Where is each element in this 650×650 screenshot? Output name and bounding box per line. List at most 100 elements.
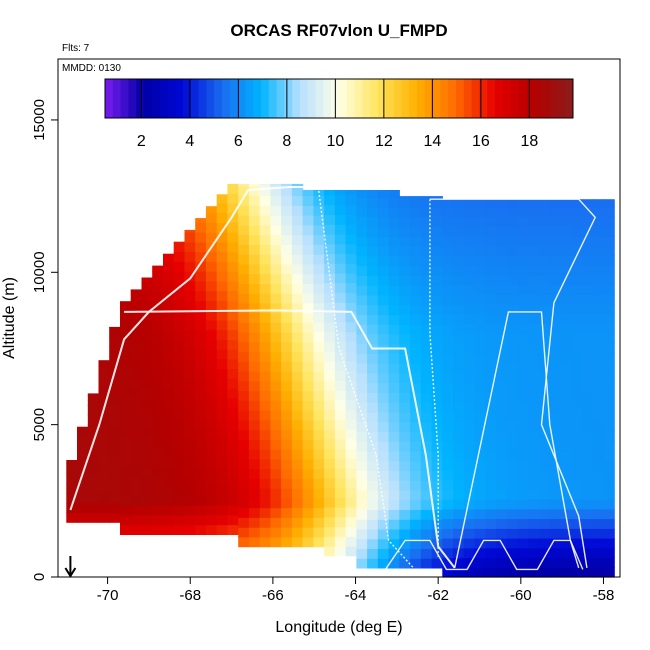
heatmap-cell xyxy=(485,226,497,237)
heatmap-cell xyxy=(173,261,185,272)
heatmap-cell xyxy=(517,450,529,461)
heatmap-cell xyxy=(442,284,454,295)
heatmap-cell xyxy=(98,502,110,514)
heatmap-cell xyxy=(281,439,293,450)
heatmap-cell xyxy=(205,466,218,477)
heatmap-cell xyxy=(592,528,604,539)
heatmap-cell xyxy=(302,332,314,343)
heatmap-cell xyxy=(141,446,153,457)
heatmap-cell xyxy=(216,524,228,535)
heatmap-cell xyxy=(377,265,390,276)
heatmap-cell xyxy=(485,538,497,549)
colorbar-segment xyxy=(206,79,215,118)
heatmap-cell xyxy=(291,361,304,372)
heatmap-cell xyxy=(463,499,476,510)
heatmap-cell xyxy=(302,468,314,479)
heatmap-cell xyxy=(485,450,497,461)
heatmap-cell xyxy=(528,255,540,266)
heatmap-cell xyxy=(453,216,465,227)
heatmap-cell xyxy=(560,401,572,412)
heatmap-cell xyxy=(399,353,411,364)
heatmap-cell xyxy=(281,380,293,392)
heatmap-cell xyxy=(539,323,551,334)
heatmap-cell xyxy=(506,430,519,442)
heatmap-cell xyxy=(453,274,465,286)
colorbar-segment xyxy=(128,79,137,118)
heatmap-cell xyxy=(367,538,379,549)
heatmap-cell xyxy=(474,323,486,334)
heatmap-cell xyxy=(270,458,282,470)
heatmap-cell xyxy=(205,358,218,370)
heatmap-cell xyxy=(571,538,583,549)
heatmap-cell xyxy=(474,489,486,500)
heatmap-cell xyxy=(399,246,411,257)
heatmap-cell xyxy=(410,372,422,384)
heatmap-cell xyxy=(238,273,250,284)
heatmap-cell xyxy=(281,371,293,382)
heatmap-cell xyxy=(442,199,454,208)
heatmap-cell xyxy=(474,450,486,461)
heatmap-cell xyxy=(453,255,465,266)
heatmap-cell xyxy=(388,538,400,549)
heatmap-cell xyxy=(582,528,594,539)
heatmap-cell xyxy=(195,388,207,399)
heatmap-cell xyxy=(603,460,615,471)
heatmap-cell xyxy=(496,206,508,217)
heatmap-cell xyxy=(109,424,121,435)
heatmap-cell xyxy=(549,440,562,451)
heatmap-cell xyxy=(98,463,110,474)
heatmap-cell xyxy=(560,216,572,227)
heatmap-cell xyxy=(582,489,594,500)
heatmap-cell xyxy=(549,226,562,237)
heatmap-cell xyxy=(302,429,314,440)
heatmap-cell xyxy=(539,538,551,549)
heatmap-cell xyxy=(356,470,368,481)
heatmap-cell xyxy=(603,421,615,432)
heatmap-cell xyxy=(334,458,347,469)
y-tick-label: 10000 xyxy=(31,251,48,293)
heatmap-cell xyxy=(517,294,529,305)
colorbar-tick-label: 18 xyxy=(520,133,538,150)
heatmap-cell xyxy=(410,255,422,267)
heatmap-cell xyxy=(571,567,583,578)
heatmap-cell xyxy=(259,536,271,548)
heatmap-cell xyxy=(496,199,508,208)
heatmap-cell xyxy=(205,427,218,438)
heatmap-cell xyxy=(87,395,100,406)
heatmap-cell xyxy=(377,236,390,247)
heatmap-cell xyxy=(399,558,411,569)
heatmap-cell xyxy=(205,436,218,448)
heatmap-cell xyxy=(582,226,594,237)
heatmap-cell xyxy=(539,199,551,208)
heatmap-cell xyxy=(270,419,282,431)
heatmap-cell xyxy=(399,470,411,481)
heatmap-cell xyxy=(453,245,465,256)
heatmap-cell xyxy=(603,245,615,256)
heatmap-cell xyxy=(517,216,529,227)
heatmap-cell xyxy=(238,390,250,401)
heatmap-cell xyxy=(66,473,78,484)
heatmap-cell xyxy=(388,402,400,413)
heatmap-cell xyxy=(184,229,196,233)
heatmap-cell xyxy=(571,401,583,412)
heatmap-cell xyxy=(324,370,336,381)
heatmap-cell xyxy=(367,460,379,471)
heatmap-cell xyxy=(324,438,336,450)
heatmap-cell xyxy=(216,271,228,282)
heatmap-cell xyxy=(485,323,497,334)
heatmap-cell xyxy=(592,199,604,208)
heatmap-cell xyxy=(77,492,89,504)
heatmap-cell xyxy=(356,499,368,510)
heatmap-cell xyxy=(227,222,239,233)
heatmap-cell xyxy=(205,475,218,487)
heatmap-cell xyxy=(334,467,347,479)
heatmap-cell xyxy=(506,469,519,481)
heatmap-cell xyxy=(388,275,400,286)
heatmap-cell xyxy=(485,274,497,286)
heatmap-cell xyxy=(496,401,508,412)
heatmap-cell xyxy=(377,519,390,530)
heatmap-cell xyxy=(496,343,508,354)
heatmap-cell xyxy=(248,312,261,323)
heatmap-cell xyxy=(173,358,185,370)
heatmap-cell xyxy=(388,460,400,471)
